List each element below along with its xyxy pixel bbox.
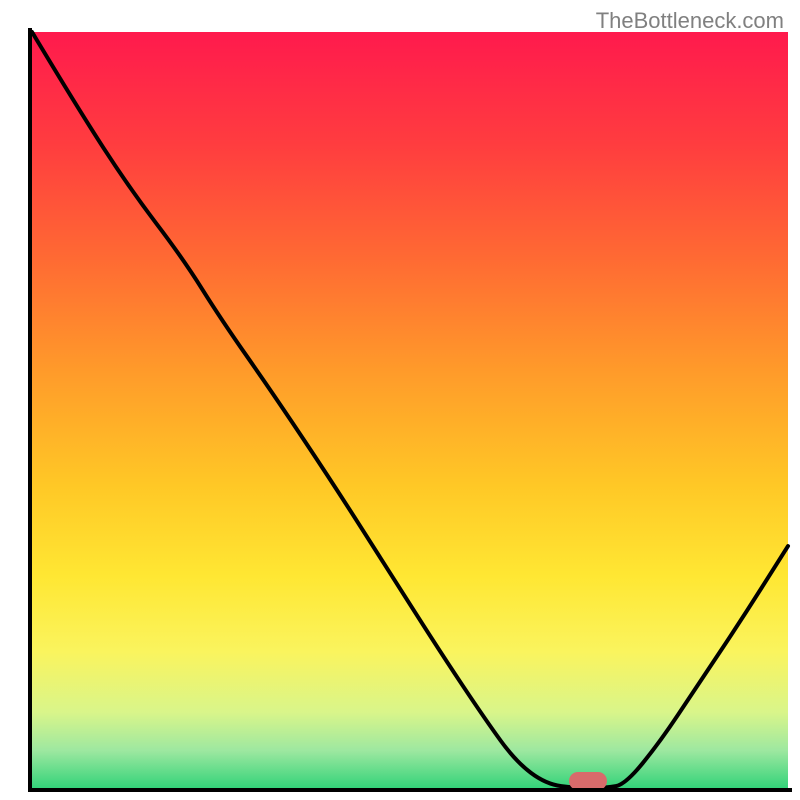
bottleneck-chart: TheBottleneck.com [0,0,800,800]
plot-svg [32,32,788,788]
watermark-text: TheBottleneck.com [596,8,784,34]
y-axis [28,28,32,792]
plot-area [32,32,788,788]
x-axis [28,788,792,792]
gradient-background [32,32,788,788]
